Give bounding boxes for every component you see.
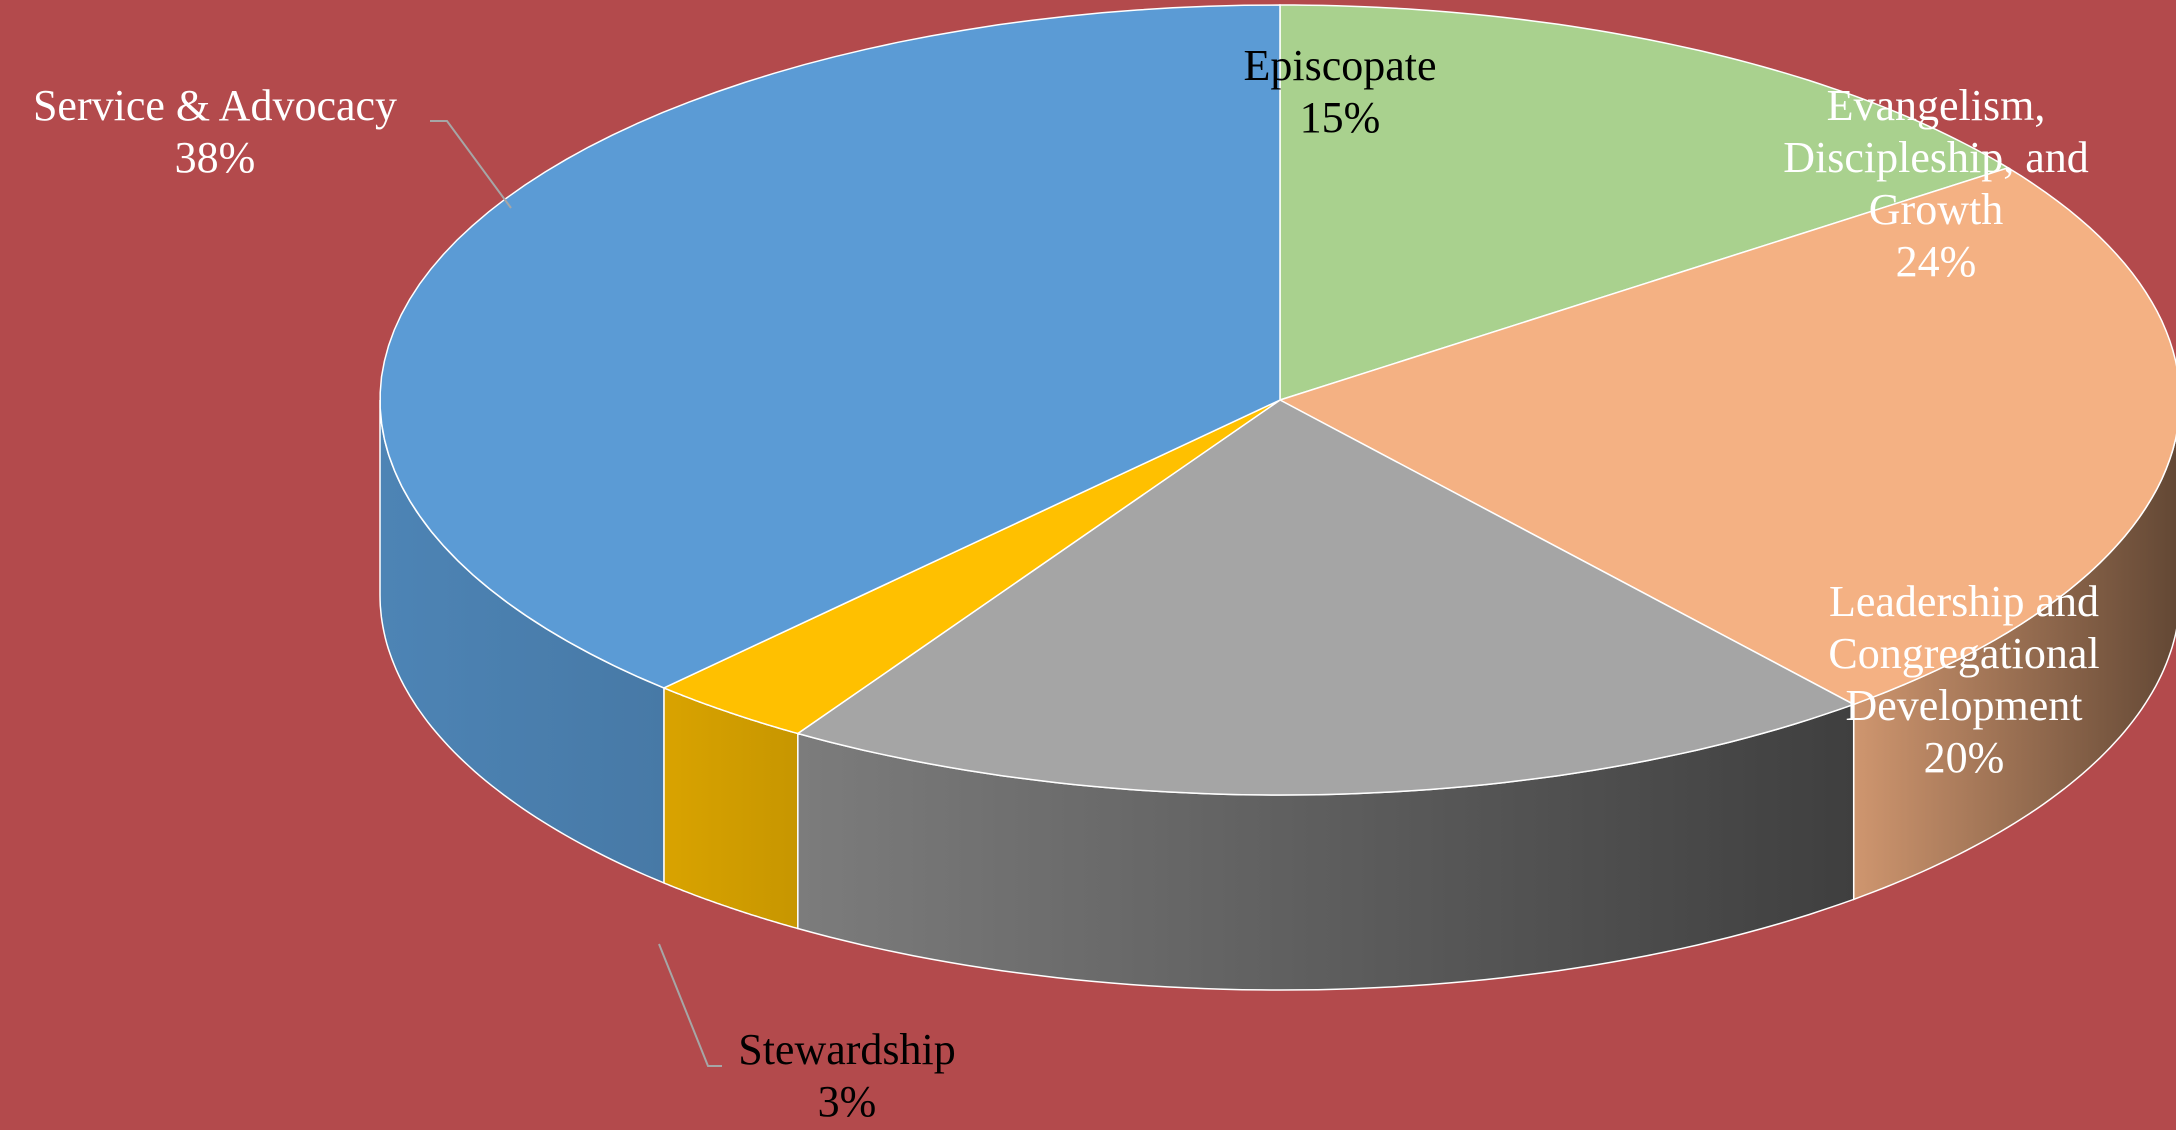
pie-slice	[1278, 166, 2176, 706]
leader-line	[430, 120, 512, 209]
category-name: Leadership and Congregational Developmen…	[1828, 577, 2100, 730]
data-label: Leadership and Congregational Developmen…	[1794, 576, 2134, 784]
data-label: Evangelism, Discipleship, and Growth 24%	[1746, 80, 2126, 288]
pie-slice	[796, 399, 1856, 796]
value-label: 15%	[1299, 93, 1381, 142]
leader-line	[658, 943, 722, 1067]
value-label: 24%	[1895, 237, 1977, 286]
category-name: Episcopate	[1243, 41, 1437, 90]
category-name: Service & Advocacy	[32, 81, 398, 130]
pie-top	[379, 4, 2176, 796]
category-name: Stewardship	[738, 1025, 956, 1074]
category-name: Evangelism, Discipleship, and Growth	[1783, 81, 2089, 234]
data-label: Service & Advocacy 38%	[0, 80, 435, 184]
pie-sides	[379, 399, 2176, 991]
value-label: 20%	[1923, 733, 2005, 782]
data-label: Stewardship 3%	[697, 1024, 997, 1128]
pie-slice	[379, 4, 1281, 689]
pie-slice	[662, 399, 1281, 735]
value-label: 38%	[174, 133, 256, 182]
data-label: Episcopate 15%	[1180, 40, 1500, 144]
pie-slice	[1279, 4, 2010, 402]
value-label: 3%	[817, 1077, 877, 1126]
